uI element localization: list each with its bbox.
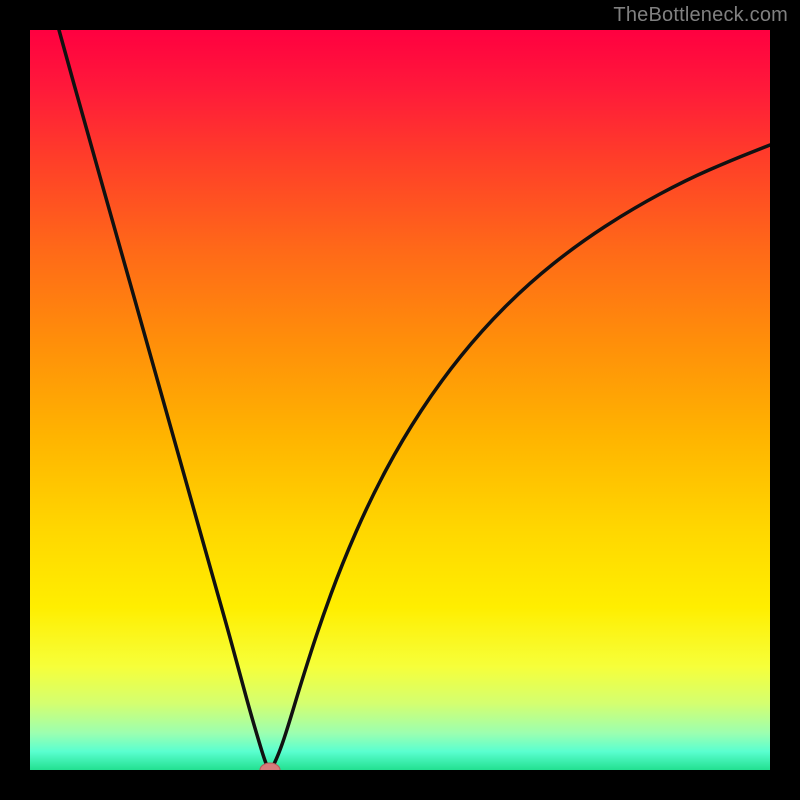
chart-frame: [30, 30, 770, 770]
chart-svg: [30, 30, 770, 770]
watermark-text: TheBottleneck.com: [613, 4, 788, 27]
chart-background: [30, 30, 770, 770]
